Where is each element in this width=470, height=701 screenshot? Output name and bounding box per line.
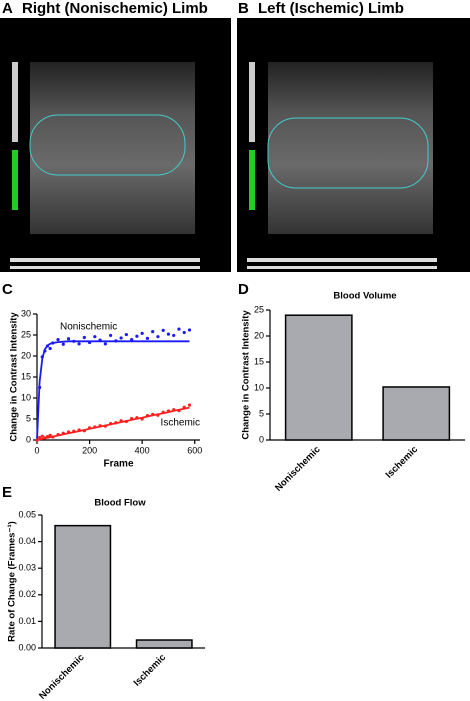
y-tick-label: 0.01 xyxy=(18,616,36,626)
data-point xyxy=(77,342,81,346)
data-point xyxy=(187,403,192,407)
data-point xyxy=(145,336,150,340)
data-point xyxy=(40,434,44,438)
data-point xyxy=(103,342,107,346)
data-point xyxy=(61,342,65,346)
x-tick-label: Ischemic xyxy=(384,444,421,481)
fit-line xyxy=(36,406,190,441)
y-tick-label: 20 xyxy=(254,330,264,340)
data-point xyxy=(166,332,171,336)
panel-label: E xyxy=(2,484,12,501)
y-tick-label: 25 xyxy=(254,304,264,314)
panel-label: D xyxy=(238,281,249,298)
x-tick-label: 200 xyxy=(82,445,97,455)
x-tick-label: 600 xyxy=(187,445,202,455)
data-point xyxy=(124,332,128,337)
data-point xyxy=(66,337,71,341)
y-tick-label: 10 xyxy=(254,382,264,392)
data-point xyxy=(151,330,155,334)
data-point xyxy=(38,435,42,440)
bar xyxy=(382,386,451,441)
data-point xyxy=(172,333,176,338)
panel-label: C xyxy=(2,281,13,298)
ultrasound-image xyxy=(237,18,470,272)
y-tick-label: 25 xyxy=(21,329,31,339)
data-point xyxy=(109,333,113,338)
y-tick-label: 0.02 xyxy=(18,589,36,599)
y-axis-label: Change in Contrast Intensity xyxy=(9,312,20,442)
data-point xyxy=(48,346,52,351)
ultrasound-image xyxy=(0,18,231,272)
y-axis-label: Rate of Change (Frames⁻¹) xyxy=(7,521,18,642)
data-point xyxy=(156,335,160,339)
y-tick-label: 0.05 xyxy=(18,509,36,519)
bar xyxy=(135,639,193,649)
y-tick-label: 5 xyxy=(26,413,31,423)
panel-label: B xyxy=(238,0,249,17)
y-tick-label: 15 xyxy=(21,371,31,381)
data-point xyxy=(161,328,165,332)
y-tick-label: 30 xyxy=(21,308,31,318)
x-tick-label: Ischemic xyxy=(132,652,169,689)
y-tick-label: 20 xyxy=(21,350,31,360)
series-label: Ischemic xyxy=(161,418,200,429)
data-point xyxy=(93,335,97,339)
x-tick-label: Nonischemic xyxy=(273,444,323,494)
x-tick-label: Nonischemic xyxy=(37,652,87,701)
bar xyxy=(54,524,112,649)
panel-title: Right (Nonischemic) Limb xyxy=(22,0,208,17)
data-point xyxy=(119,336,123,340)
x-tick-label: 400 xyxy=(135,445,150,455)
y-tick-label: 0.00 xyxy=(18,642,36,652)
data-point xyxy=(182,330,186,335)
fit-line xyxy=(36,340,190,441)
y-tick-label: 10 xyxy=(21,392,31,402)
data-point xyxy=(135,334,139,338)
bar xyxy=(284,314,353,441)
x-tick-label: 0 xyxy=(34,445,39,455)
panel-title: Left (Ischemic) Limb xyxy=(258,0,404,17)
data-point xyxy=(56,338,60,342)
y-tick-label: 0 xyxy=(259,434,264,444)
y-tick-label: 0.03 xyxy=(18,563,36,573)
panel-label: A xyxy=(2,0,13,17)
data-point xyxy=(140,331,144,335)
y-tick-label: 0.04 xyxy=(18,536,36,546)
y-tick-label: 0 xyxy=(26,434,31,444)
data-point xyxy=(82,335,86,340)
data-point xyxy=(177,327,181,331)
series-label: Nonischemic xyxy=(60,322,117,333)
y-axis-label: Change in Contrast Intensity xyxy=(241,310,252,440)
y-tick-label: 15 xyxy=(254,356,264,366)
x-axis-label: Frame xyxy=(103,459,133,470)
chart-title: Blood Flow xyxy=(94,498,146,509)
chart-title: Blood Volume xyxy=(333,291,396,302)
data-point xyxy=(187,328,192,332)
y-tick-label: 5 xyxy=(259,408,264,418)
